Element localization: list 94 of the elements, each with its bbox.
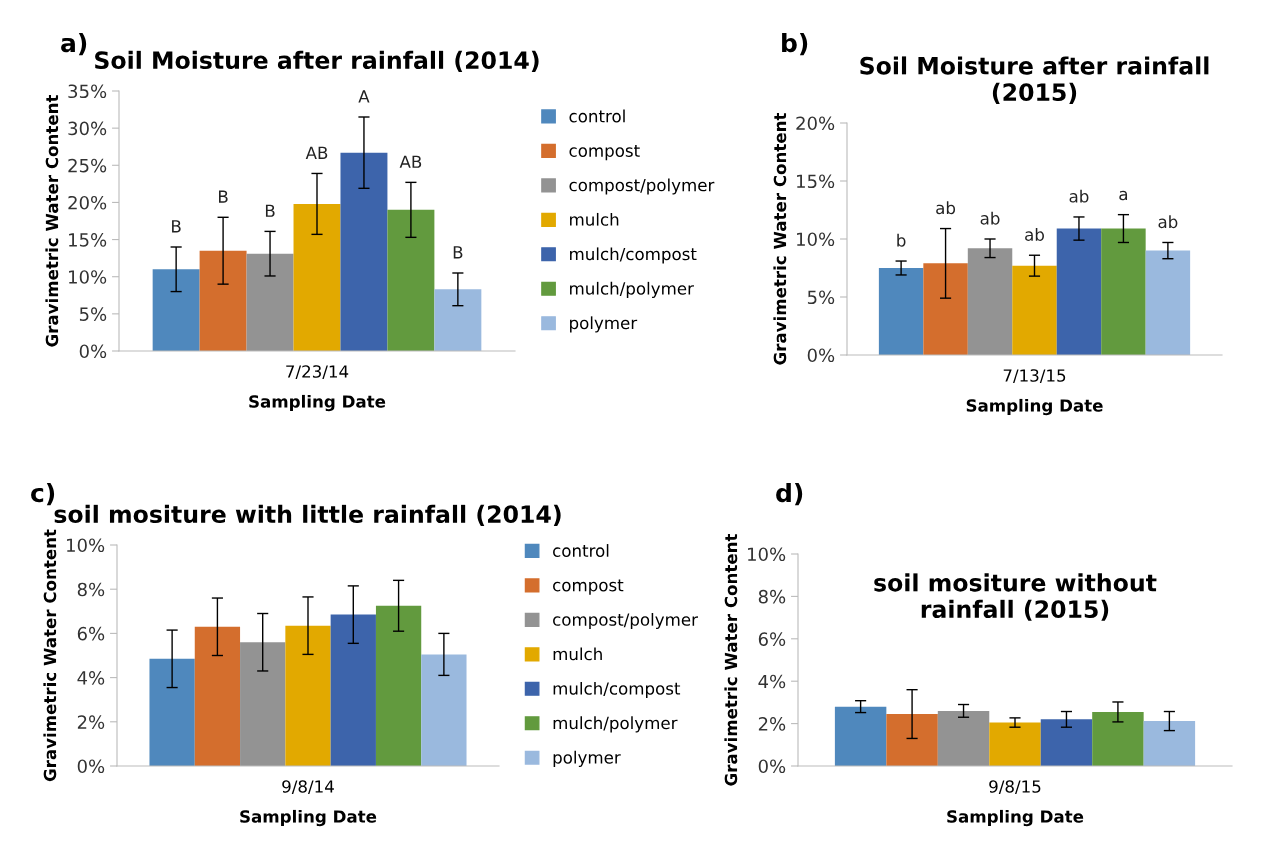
bar: [421, 654, 467, 766]
legend-label: mulch/polymer: [570, 281, 694, 298]
data-label: B: [172, 220, 181, 233]
y-axis-title: Gravimetric Water Content: [45, 94, 59, 347]
chart-title: soil mositure with little rainfall (2014): [54, 504, 561, 526]
x-tick-label: 9/8/15: [989, 780, 1041, 795]
y-tick-label: 5%: [807, 290, 835, 305]
y-tick-label: 10%: [797, 232, 835, 247]
bar: [1056, 228, 1102, 355]
bar: [1145, 250, 1191, 355]
text: soil mositure without rainfall (2015): [874, 573, 1157, 621]
x-axis-title: Sampling Date: [240, 809, 377, 827]
bar: [285, 625, 331, 766]
y-tick-label: 10%: [67, 538, 105, 553]
data-label: ab: [980, 211, 1000, 225]
text: a): [61, 32, 87, 56]
data-label: B: [265, 204, 275, 217]
legend-label: mulch/compost: [553, 681, 681, 699]
x-axis-title: Sampling Date: [947, 809, 1084, 827]
y-tick-label: 15%: [797, 174, 835, 189]
x-tick-label: 9/8/14: [282, 780, 334, 795]
bar: [240, 642, 286, 766]
y-axis-title: Gravimetric Water Content: [43, 529, 57, 782]
y-tick-label: 35%: [68, 84, 107, 99]
legend-label: mulch/compost: [570, 247, 697, 264]
text: b): [782, 32, 808, 56]
legend-label: compost: [553, 579, 624, 595]
bar: [194, 626, 241, 766]
bar: [387, 209, 435, 351]
legend-label: mulch/polymer: [553, 716, 678, 733]
legend-label: polymer: [570, 316, 638, 333]
legend-label: mulch: [570, 212, 619, 226]
data-label: ab: [1158, 215, 1178, 229]
bar: [199, 250, 247, 351]
y-tick-label: 20%: [68, 195, 107, 210]
bar: [152, 269, 200, 351]
legend-label: mulch: [553, 647, 602, 661]
text: c): [31, 482, 55, 506]
x-tick-label: 7/23/14: [286, 365, 349, 380]
x-axis-title: Sampling Date: [249, 394, 386, 412]
y-tick-label: 0%: [758, 759, 786, 774]
bar: [1012, 265, 1057, 355]
bar: [878, 268, 924, 355]
bar: [340, 152, 388, 351]
y-tick-label: 8%: [77, 582, 105, 597]
data-label: B: [453, 246, 463, 259]
bar: [1101, 228, 1146, 355]
bar: [246, 253, 294, 351]
legend-label: control: [553, 544, 609, 557]
data-label: B: [219, 190, 228, 203]
legend-label: compost/polymer: [553, 612, 698, 630]
data-label: ab: [936, 201, 956, 215]
data-label: AB: [399, 155, 422, 168]
bar: [434, 289, 482, 351]
legend-label: polymer: [553, 750, 621, 767]
chart-title: Soil Moisture after rainfall (2015): [860, 56, 1209, 104]
x-axis-title: Sampling Date: [966, 398, 1103, 416]
y-tick-label: 4%: [77, 671, 105, 685]
data-label: a: [1119, 190, 1128, 201]
y-tick-label: 0%: [79, 344, 107, 359]
y-tick-label: 2%: [77, 715, 105, 729]
y-tick-label: 2%: [758, 717, 786, 731]
bar: [375, 605, 422, 766]
y-tick-label: 6%: [758, 632, 786, 646]
legend-label: compost: [569, 144, 640, 161]
data-label: ab: [1069, 189, 1089, 203]
y-tick-label: 30%: [68, 121, 107, 136]
y-tick-label: 0%: [77, 759, 105, 774]
y-axis-title: Gravimetric Water Content: [773, 112, 787, 365]
y-tick-label: 10%: [748, 547, 786, 562]
legend-label: compost/polymer: [569, 178, 715, 195]
y-tick-label: 20%: [796, 116, 835, 131]
bar: [293, 203, 341, 351]
y-tick-label: 25%: [68, 158, 107, 173]
data-label: ab: [1025, 228, 1044, 241]
bar: [330, 614, 376, 766]
chart-title: Soil Moisture after rainfall (2014): [95, 50, 539, 72]
text: d): [776, 482, 803, 506]
data-label: b: [897, 233, 906, 247]
y-tick-label: 10%: [69, 270, 107, 284]
y-tick-label: 0%: [807, 348, 835, 363]
y-tick-label: 8%: [758, 589, 786, 604]
legend-label: control: [569, 109, 625, 123]
y-tick-label: 15%: [69, 233, 107, 247]
y-tick-label: 6%: [77, 626, 105, 641]
x-tick-label: 7/13/15: [1003, 369, 1066, 384]
bar: [923, 263, 968, 355]
bar: [967, 248, 1013, 355]
y-tick-label: 5%: [79, 307, 107, 321]
y-tick-label: 4%: [758, 674, 786, 689]
bar: [149, 658, 195, 766]
data-label: AB: [305, 146, 328, 159]
data-label: A: [358, 90, 370, 103]
y-axis-title: Gravimetric Water Content: [724, 533, 738, 786]
